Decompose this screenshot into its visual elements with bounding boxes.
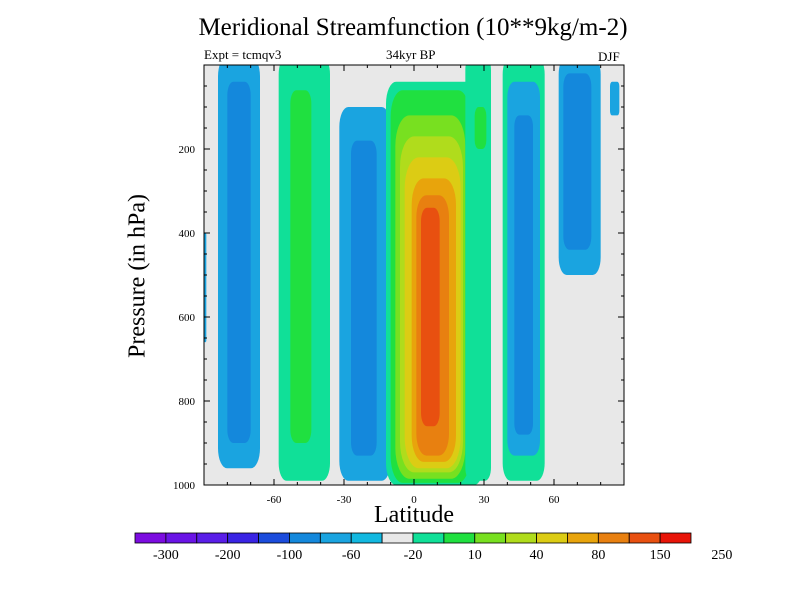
x-tick-label: -60 — [267, 494, 282, 506]
band5-inner — [474, 107, 487, 149]
colorbar-swatch — [412, 532, 445, 544]
experiment-label: Expt = tcmqv3 — [204, 47, 282, 62]
band3-inner — [351, 140, 377, 456]
band7-inner — [563, 73, 592, 250]
colorbar-label: -60 — [342, 548, 361, 563]
colorbar-label: 10 — [468, 548, 482, 563]
colorbar-swatch — [227, 532, 259, 544]
core-level-250 — [421, 207, 440, 427]
band2-inner — [290, 90, 312, 443]
colorbar-swatch — [659, 532, 692, 544]
colorbar: -300 -200 -100 -60 -20 10 40 80 150 250 — [134, 532, 732, 563]
x-tick-label: 0 — [411, 494, 417, 506]
colorbar-label: -100 — [277, 548, 303, 563]
colorbar-swatch — [628, 532, 661, 544]
colorbar-swatch — [196, 532, 229, 544]
colorbar-swatch — [567, 532, 599, 544]
chart-title: Meridional Streamfunction (10**9kg/m-2) — [198, 14, 628, 41]
colorbar-swatch — [443, 532, 476, 544]
colorbar-label: -300 — [153, 548, 179, 563]
colorbar-swatch — [381, 532, 414, 544]
y-tick-label: 200 — [179, 144, 196, 156]
band5 — [465, 65, 491, 481]
contour-fields — [204, 65, 620, 485]
colorbar-label: 40 — [530, 548, 544, 563]
colorbar-swatch — [258, 532, 290, 544]
colorbar-label: -200 — [215, 548, 241, 563]
x-tick-label: -30 — [337, 494, 352, 506]
left-edge-sliver — [204, 233, 207, 343]
colorbar-label: -20 — [404, 548, 423, 563]
colorbar-swatch — [289, 532, 321, 544]
band6-inner — [514, 115, 533, 435]
band8-edge — [610, 81, 620, 116]
axis-ticks: -60 -30 0 30 60 200 400 600 800 1000 — [173, 65, 625, 506]
colorbar-label: 80 — [591, 548, 605, 563]
colorbar-swatch — [597, 532, 630, 544]
band1-inner — [227, 81, 251, 444]
y-tick-label: 600 — [179, 312, 196, 324]
colorbar-swatch — [165, 532, 198, 544]
colorbar-swatch — [319, 532, 352, 544]
colorbar-swatch — [536, 532, 568, 544]
colorbar-swatch — [350, 532, 383, 544]
x-tick-label: 60 — [549, 494, 561, 506]
period-label: 34kyr BP — [386, 47, 436, 62]
x-axis-label: Latitude — [374, 502, 454, 528]
y-tick-label: 400 — [179, 228, 196, 240]
y-tick-label: 800 — [179, 396, 196, 408]
y-tick-label: 1000 — [173, 480, 196, 492]
colorbar-swatch — [134, 532, 167, 544]
colorbar-swatch — [505, 532, 537, 544]
x-tick-label: 30 — [479, 494, 491, 506]
colorbar-swatch — [474, 532, 507, 544]
colorbar-label: 250 — [711, 548, 732, 563]
season-label: DJF — [598, 49, 620, 64]
colorbar-label: 150 — [650, 548, 671, 563]
